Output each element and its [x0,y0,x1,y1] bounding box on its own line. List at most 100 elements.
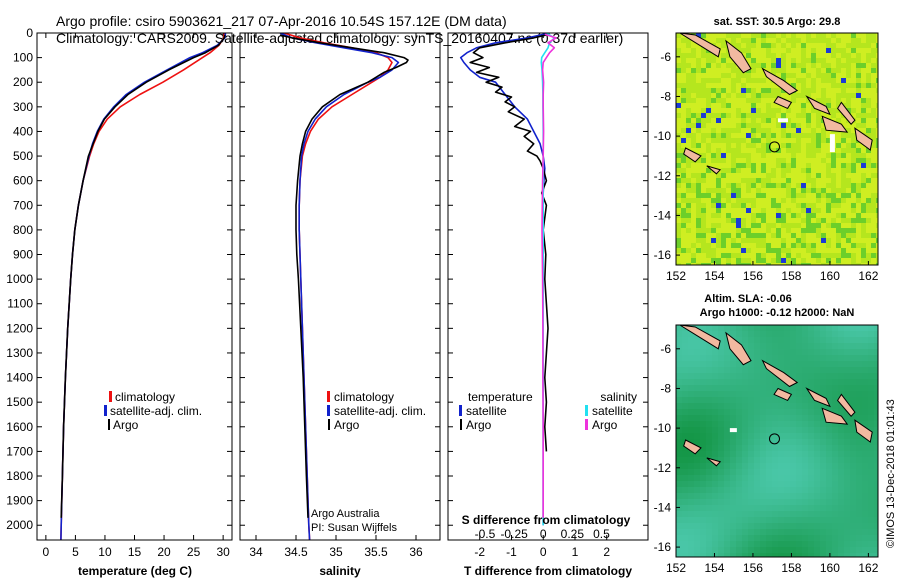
salinity-legend-satellite-swatch [327,405,330,416]
sst-map-cell [821,198,826,203]
sla-map-cell [838,373,844,379]
sst-map-cell [741,178,746,183]
sst-map-cell [741,153,746,158]
difference-legend-sal-argo: Argo [592,418,618,432]
sst-map-cell [736,38,741,43]
sst-map-cell [706,128,711,133]
sla-map-cell [748,427,754,433]
sst-map-cell [691,138,696,143]
sst-map-cell [836,43,841,48]
sla-map-cell [874,421,878,427]
sla-map-cell [760,397,766,403]
sst-map-cell [776,238,781,243]
sst-map-cell [846,243,851,248]
sla-map-cell [784,361,790,367]
sst-map-cell [676,188,681,193]
sst-map-cell [691,63,696,68]
sst-map-cell [751,38,756,43]
sst-map-island [805,95,831,116]
sla-map-cell [676,343,682,349]
sla-map-cell [730,397,736,403]
sst-map-cell [761,78,766,83]
sla-map-island [679,325,721,350]
sla-map-cell [706,541,712,547]
sst-map-cell [691,183,696,188]
sla-map-cell [796,325,802,331]
sla-map-cell [814,355,820,361]
sla-map-cell [820,505,826,511]
sla-map-cell [796,547,802,553]
sla-map-cell [832,475,838,481]
sla-map-cell [820,349,826,355]
sst-map-cell [851,213,856,218]
sla-map-cell [826,523,832,529]
sst-map-cell [796,253,801,258]
sst-map-cell [786,248,791,253]
sst-map-cell [841,143,846,148]
sst-map-cell [686,118,691,123]
sla-map-cell [844,385,850,391]
sst-map-cell [721,173,726,178]
sst-map-cell [711,123,716,128]
sla-map-cell [778,487,784,493]
sst-map-cell [706,143,711,148]
difference-series [459,33,557,526]
sst-map-cell [781,228,786,233]
sst-map-cell [756,183,761,188]
sst-map-cell [816,48,821,53]
sst-map-cell [791,258,796,263]
sst-map-cell [836,108,841,113]
sla-map-cell [796,391,802,397]
sla-map-cell [694,385,700,391]
sla-map-cell [712,493,718,499]
sst-map-cell [836,228,841,233]
sst-map-cell [711,243,716,248]
sst-map-cell [786,183,791,188]
sst-map-cell [751,58,756,63]
sla-map-cell [790,337,796,343]
sla-map-cell [688,337,694,343]
sla-map-cell [808,433,814,439]
sla-map-cell [694,373,700,379]
sst-map-cell [786,93,791,98]
sst-map-cell [696,208,701,213]
sst-map-cell [836,88,841,93]
sla-map-cell [868,445,874,451]
sst-map-cell [871,78,876,83]
sst-map-cell [816,38,821,43]
sla-map-cell [832,385,838,391]
sst-map-cell [721,63,726,68]
sst-map-cell [786,193,791,198]
sst-map-cell [841,173,846,178]
sst-map-cell [876,153,878,158]
sla-map-cell [778,535,784,541]
sst-map-cell [806,228,811,233]
sst-map-cell [871,123,876,128]
sla-map-cell [760,385,766,391]
sla-map-cell [856,433,862,439]
sst-map-cell [731,113,736,118]
sla-map-cell [832,433,838,439]
sla-map-cell [802,373,808,379]
sla-map-cell [784,427,790,433]
sst-map-cell [716,173,721,178]
sst-map-cell [686,248,691,253]
sst-map-cell [691,258,696,263]
sla-map-cell [862,457,868,463]
sla-map-cell [742,523,748,529]
sst-map-cell [766,113,771,118]
sst-map-cell [861,118,866,123]
sla-map-cell [826,529,832,535]
sst-map-cell [866,88,871,93]
sst-map-cell [681,108,686,113]
sst-map-cell [681,53,686,58]
sla-map-cell [844,511,850,517]
sla-map-cell [790,331,796,337]
sst-map-cell [706,68,711,73]
sst-map-cell [791,158,796,163]
sst-map-cell [716,38,721,43]
sst-map-cell [676,233,681,238]
sla-map-cell [808,541,814,547]
sla-map-cell [688,541,694,547]
sla-map-cell [766,469,772,475]
